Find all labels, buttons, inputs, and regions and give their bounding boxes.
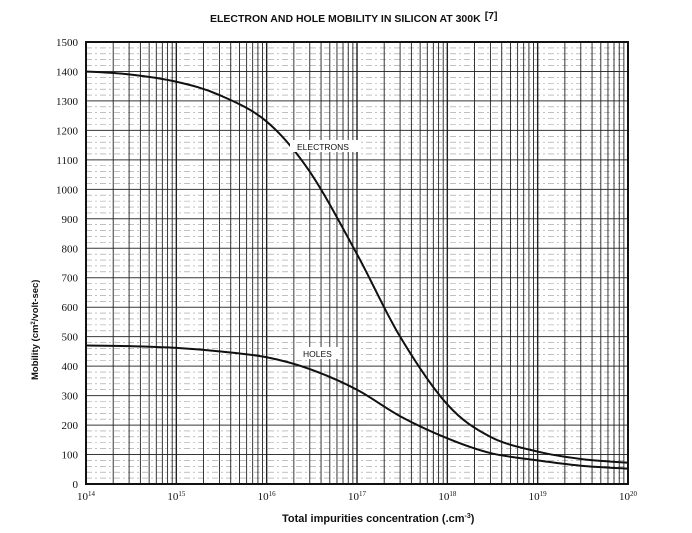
x-axis-ticks: 1014 1015 1016 1017 1018 1019 1020 [77, 490, 638, 503]
electrons-label: ELECTRONS [297, 142, 349, 152]
y-tick-label: 100 [62, 450, 79, 462]
x-tick-label: 1018 [438, 490, 457, 503]
y-tick-label: 500 [62, 332, 79, 344]
y-tick-label: 800 [62, 243, 79, 255]
chart-title: ELECTRON AND HOLE MOBILITY IN SILICON AT… [210, 10, 498, 25]
x-tick-label: 1020 [619, 490, 638, 503]
y-axis-ticks: 0 100 200 300 400 500 600 700 800 900 1000 1100 1200… [56, 37, 79, 491]
y-axis-label: Mobility (cm2/volt-sec) [30, 280, 41, 380]
y-tick-label: 1500 [56, 37, 79, 49]
electrons-label-bg [290, 140, 360, 152]
x-tick-label: 1015 [167, 490, 186, 503]
y-tick-label: 600 [62, 302, 79, 314]
x-tick-label: 1014 [77, 490, 96, 503]
y-tick-label: 900 [62, 214, 79, 226]
y-tick-label: 1200 [56, 125, 79, 137]
series-line-electrons [85, 70, 629, 464]
series-line-holes [85, 344, 629, 470]
holes-label: HOLES [303, 349, 332, 359]
y-tick-label: 200 [62, 420, 79, 432]
y-tick-label: 0 [73, 479, 79, 491]
y-tick-label: 700 [62, 273, 79, 285]
x-tick-label: 1016 [258, 490, 277, 503]
y-tick-label: 300 [62, 391, 79, 403]
series-group [85, 70, 629, 470]
plot-frame [85, 41, 629, 485]
grid [85, 41, 629, 485]
holes-label-bg [296, 347, 340, 359]
y-tick-label: 1000 [56, 184, 79, 196]
x-axis-label: Total impurities concentration (.cm-3) [282, 513, 475, 525]
x-tick-label: 1019 [529, 490, 548, 503]
title-reference: [7] [485, 10, 498, 22]
y-tick-label: 1300 [56, 96, 79, 108]
x-tick-label: 1017 [348, 490, 367, 503]
y-tick-label: 1400 [56, 66, 79, 78]
y-tick-label: 1100 [56, 155, 78, 167]
y-tick-label: 400 [62, 361, 79, 373]
